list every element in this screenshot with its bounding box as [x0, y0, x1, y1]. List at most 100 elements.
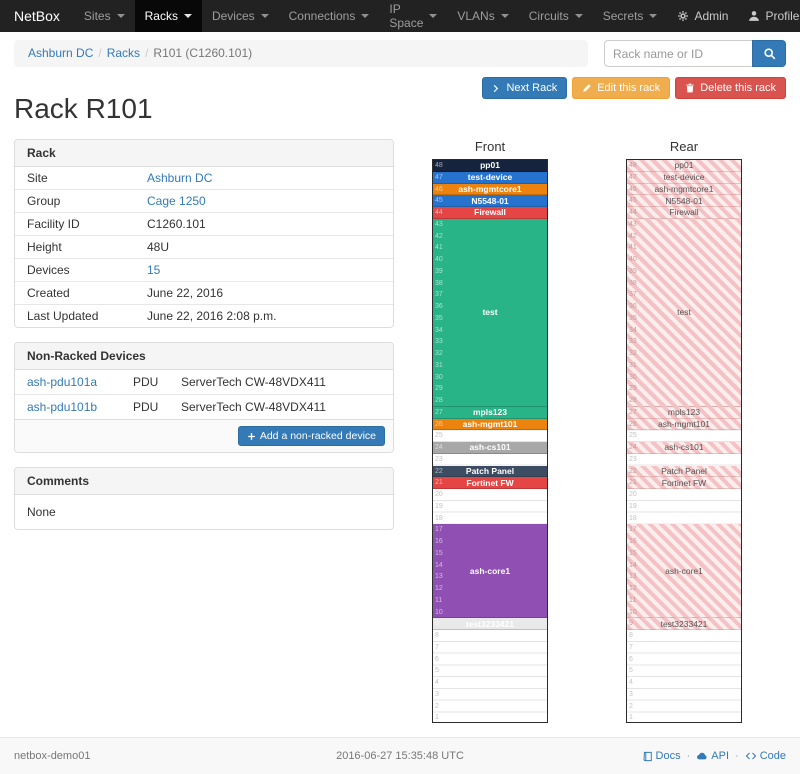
rack-device-rear[interactable]: Firewall — [627, 207, 741, 219]
rack-device-front[interactable]: ash-mgmt101 — [433, 418, 547, 431]
admin-link[interactable]: Admin — [667, 0, 738, 32]
rack-device-rear[interactable]: ash-mgmtcore1 — [627, 183, 741, 196]
rack-actions: Next Rack Edit this rack Delete this rac… — [482, 77, 786, 99]
pencil-icon — [582, 83, 592, 93]
footer-separator: · — [735, 750, 739, 762]
rack-device-rear[interactable]: N5548-01 — [627, 195, 741, 207]
rack-device-rear[interactable]: Fortinet FW — [627, 477, 741, 489]
rack-device-front[interactable]: test3233421 — [433, 618, 547, 630]
rack-device-front[interactable]: Firewall — [433, 207, 547, 219]
caret-down-icon — [649, 14, 658, 18]
device-role: PDU — [133, 375, 159, 389]
rack-device-rear[interactable]: pp01 — [627, 160, 741, 172]
site-link[interactable]: Ashburn DC — [147, 171, 213, 185]
caret-down-icon — [116, 14, 125, 18]
rack-device-label: Firewall — [669, 207, 699, 218]
nav-menu: Sites Racks Devices Connections IP Space… — [74, 0, 668, 32]
rack-device-front[interactable]: ash-cs101 — [433, 442, 547, 454]
table-row: Height 48U — [15, 235, 393, 259]
rack-device-rear[interactable]: test-device — [627, 171, 741, 184]
caret-down-icon — [429, 14, 438, 18]
attr-label: Last Updated — [15, 304, 135, 327]
next-rack-button[interactable]: Next Rack — [482, 77, 568, 99]
nav-item-sites[interactable]: Sites — [74, 0, 135, 32]
breadcrumb-separator: / — [98, 46, 102, 60]
nav-item-racks[interactable]: Racks — [134, 0, 202, 32]
nav-item-devices[interactable]: Devices — [202, 0, 279, 32]
device-link[interactable]: ash-pdu101a — [27, 375, 98, 389]
nav-item-vlans[interactable]: VLANs — [447, 0, 518, 32]
rack-device-label: ash-mgmtcore1 — [654, 183, 714, 194]
rack-device-rear[interactable]: ash-mgmt101 — [627, 418, 741, 431]
breadcrumb-racks-link[interactable]: Racks — [106, 46, 141, 60]
device-link[interactable]: ash-pdu101b — [27, 400, 98, 414]
code-link[interactable]: Code — [745, 750, 786, 762]
nav-right: Admin Profile Log out — [667, 0, 800, 32]
unit-number: 7 — [435, 643, 439, 651]
nav-item-label: Connections — [288, 9, 356, 23]
nav-item-circuits[interactable]: Circuits — [519, 0, 593, 32]
table-row: Group Cage 1250 — [15, 189, 393, 213]
rear-elevation-title: Rear — [669, 139, 699, 154]
rack-device-front[interactable]: test-device — [433, 171, 547, 184]
rack-rear: pp01 test-device ash-mgmtcore1 N5548-01 Fire… — [626, 159, 742, 723]
rack-device-label: Firewall — [474, 207, 506, 218]
search-input[interactable] — [604, 40, 752, 67]
docs-link[interactable]: Docs — [642, 750, 681, 762]
group-link[interactable]: Cage 1250 — [147, 194, 206, 208]
rack-device-label: Fortinet FW — [661, 477, 707, 488]
rack-device-rear[interactable]: ash-cs101 — [627, 442, 741, 454]
unit-number: 19 — [435, 502, 443, 510]
last-updated-value: June 22, 2016 2:08 p.m. — [147, 309, 277, 323]
unit-number: 6 — [629, 655, 633, 663]
profile-link[interactable]: Profile — [738, 0, 800, 32]
rack-device-front[interactable]: Patch Panel — [433, 465, 547, 478]
rack-device-front[interactable]: test — [433, 218, 547, 407]
delete-rack-button[interactable]: Delete this rack — [675, 77, 786, 99]
rack-device-rear[interactable]: ash-core1 — [627, 524, 741, 619]
breadcrumb-site-link[interactable]: Ashburn DC — [28, 46, 94, 60]
rack-device-rear[interactable]: test — [627, 218, 741, 407]
rack-device-label: ash-core1 — [469, 565, 511, 576]
api-link[interactable]: API — [696, 750, 729, 762]
caret-down-icon — [574, 14, 583, 18]
unit-number: 5 — [435, 667, 439, 675]
nav-item-secrets[interactable]: Secrets — [593, 0, 668, 32]
rack-device-front[interactable]: ash-core1 — [433, 524, 547, 619]
height-value: 48U — [147, 240, 170, 254]
nav-item-connections[interactable]: Connections — [279, 0, 380, 32]
nav-item-ip-space[interactable]: IP Space — [379, 0, 447, 32]
search-icon — [763, 47, 776, 60]
rack-device-front[interactable]: ash-mgmtcore1 — [433, 183, 547, 196]
devices-count-link[interactable]: 15 — [147, 263, 161, 277]
search-button[interactable] — [752, 40, 786, 67]
non-racked-panel-footer: Add a non-racked device — [15, 419, 393, 452]
rack-device-label: ash-mgmtcore1 — [458, 183, 522, 194]
table-row: Site Ashburn DC — [15, 167, 393, 190]
unit-number: 3 — [629, 690, 633, 698]
nav-item-label: Secrets — [602, 9, 644, 23]
unit-number: 7 — [629, 643, 633, 651]
rack-device-label: test-device — [663, 172, 705, 183]
rack-device-rear[interactable]: mpls123 — [627, 406, 741, 419]
add-non-racked-device-button[interactable]: Add a non-racked device — [237, 426, 385, 446]
rack-device-front[interactable]: pp01 — [433, 160, 547, 172]
unit-number: 19 — [629, 502, 637, 510]
code-icon — [745, 750, 757, 762]
rack-device-rear[interactable]: Patch Panel — [627, 465, 741, 478]
unit-number: 6 — [435, 655, 439, 663]
unit-number: 5 — [629, 667, 633, 675]
rack-device-label: test3233421 — [465, 618, 515, 629]
rack-device-front[interactable]: N5548-01 — [433, 195, 547, 207]
app-brand[interactable]: NetBox — [14, 8, 60, 24]
table-row: Created June 22, 2016 — [15, 281, 393, 305]
next-rack-label: Next Rack — [506, 82, 558, 94]
edit-rack-button[interactable]: Edit this rack — [572, 77, 671, 99]
rack-device-rear[interactable]: test3233421 — [627, 618, 741, 630]
caret-down-icon — [183, 14, 192, 18]
rack-device-front[interactable]: mpls123 — [433, 406, 547, 419]
rack-device-front[interactable]: Fortinet FW — [433, 477, 547, 489]
rack-panel-title: Rack — [15, 140, 393, 167]
unit-number: 25 — [629, 432, 637, 440]
unit-number: 23 — [435, 455, 443, 463]
